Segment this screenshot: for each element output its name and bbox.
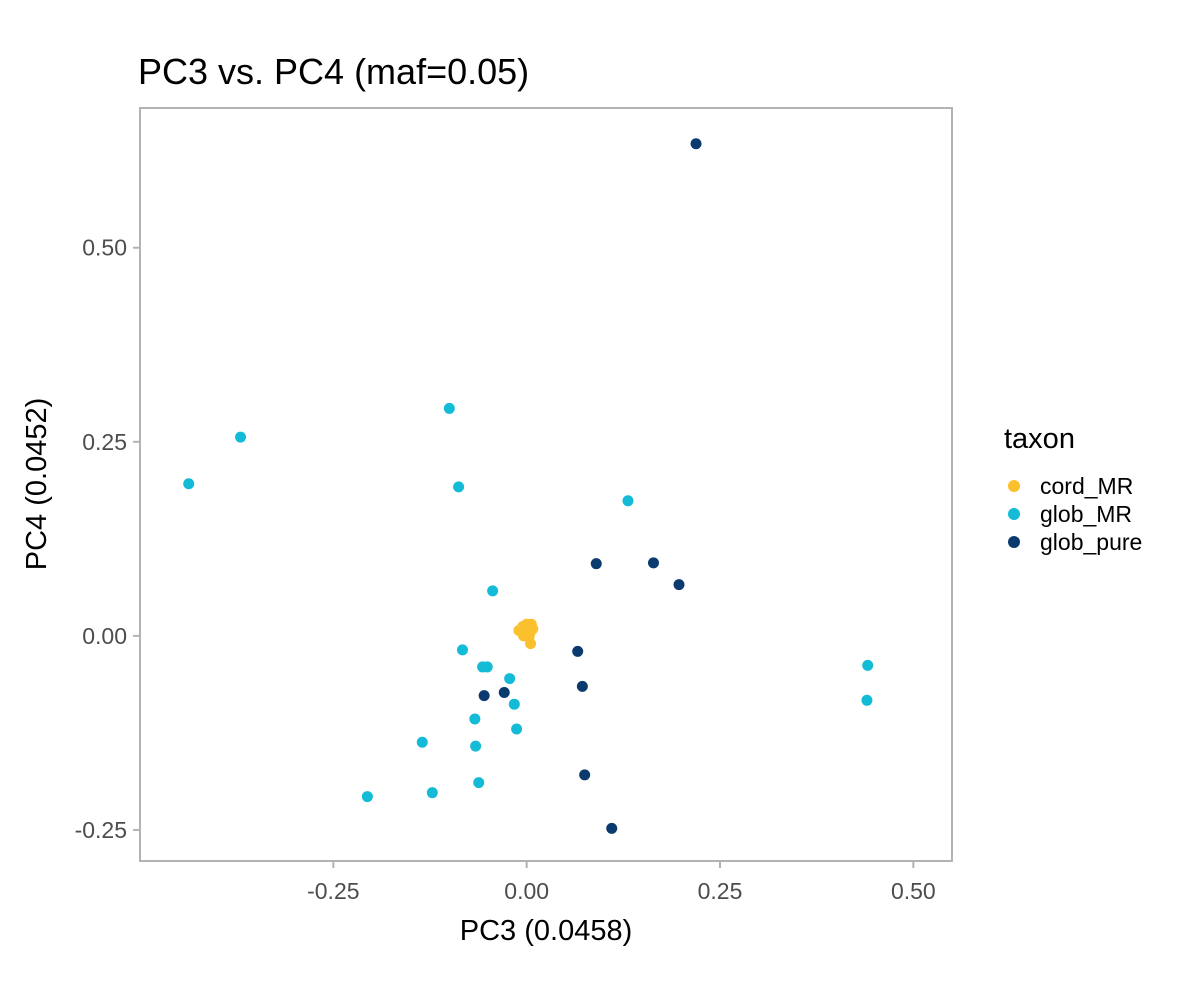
x-tick-label: 0.00 xyxy=(504,878,549,904)
x-tick-label: 0.25 xyxy=(698,878,743,904)
y-tick-label: 0.25 xyxy=(82,429,127,455)
point-glob-MR xyxy=(508,698,520,710)
point-glob-MR xyxy=(469,713,481,725)
point-glob-MR xyxy=(473,777,485,789)
point-glob-MR xyxy=(862,659,874,671)
point-glob-pure xyxy=(478,690,490,702)
x-axis-label: PC3 (0.0458) xyxy=(460,915,633,947)
y-tick-label: 0.50 xyxy=(82,235,127,261)
x-axis: -0.25 0.00 0.25 0.50 xyxy=(307,861,936,904)
point-glob-MR xyxy=(861,694,873,706)
legend-label-glob-pure: glob_pure xyxy=(1040,529,1142,555)
point-glob-pure xyxy=(590,558,602,570)
legend-label-glob-MR: glob_MR xyxy=(1040,501,1132,527)
x-tick-label: -0.25 xyxy=(307,878,359,904)
y-tick-label: -0.25 xyxy=(75,817,127,843)
point-glob-pure xyxy=(647,557,659,569)
point-glob-pure xyxy=(579,769,591,781)
point-glob-MR xyxy=(361,791,373,803)
legend-key-glob-MR xyxy=(1008,508,1020,520)
data-points xyxy=(183,138,874,834)
point-cord-MR xyxy=(518,630,530,642)
legend-key-glob-pure xyxy=(1008,536,1020,548)
point-glob-pure xyxy=(572,645,584,657)
point-glob-MR xyxy=(453,481,465,493)
plot-panel xyxy=(139,107,953,862)
point-glob-MR xyxy=(235,431,247,443)
chart-title: PC3 vs. PC4 (maf=0.05) xyxy=(138,51,529,92)
point-glob-MR xyxy=(622,495,634,507)
point-glob-MR xyxy=(481,661,493,673)
point-glob-MR xyxy=(443,402,455,414)
legend-label-cord-MR: cord_MR xyxy=(1040,473,1133,499)
x-tick-label: 0.50 xyxy=(891,878,936,904)
y-axis: -0.25 0.00 0.25 0.50 xyxy=(75,235,140,843)
point-cord-MR xyxy=(525,638,537,650)
point-glob-pure xyxy=(576,680,588,692)
point-glob-MR xyxy=(511,723,523,735)
point-glob-pure xyxy=(498,687,510,699)
point-glob-MR xyxy=(426,787,438,799)
point-glob-MR xyxy=(470,740,482,752)
point-glob-MR xyxy=(456,644,468,656)
point-glob-MR xyxy=(487,585,499,597)
y-axis-label: PC4 (0.0452) xyxy=(21,398,53,571)
point-glob-pure xyxy=(690,138,702,150)
point-glob-MR xyxy=(504,673,516,685)
legend-key-cord-MR xyxy=(1008,480,1020,492)
y-tick-label: 0.00 xyxy=(82,623,127,649)
point-glob-MR xyxy=(183,478,195,490)
point-glob-pure xyxy=(606,822,618,834)
point-glob-pure xyxy=(673,579,685,591)
point-glob-MR xyxy=(416,736,428,748)
legend-title: taxon xyxy=(1004,423,1075,455)
